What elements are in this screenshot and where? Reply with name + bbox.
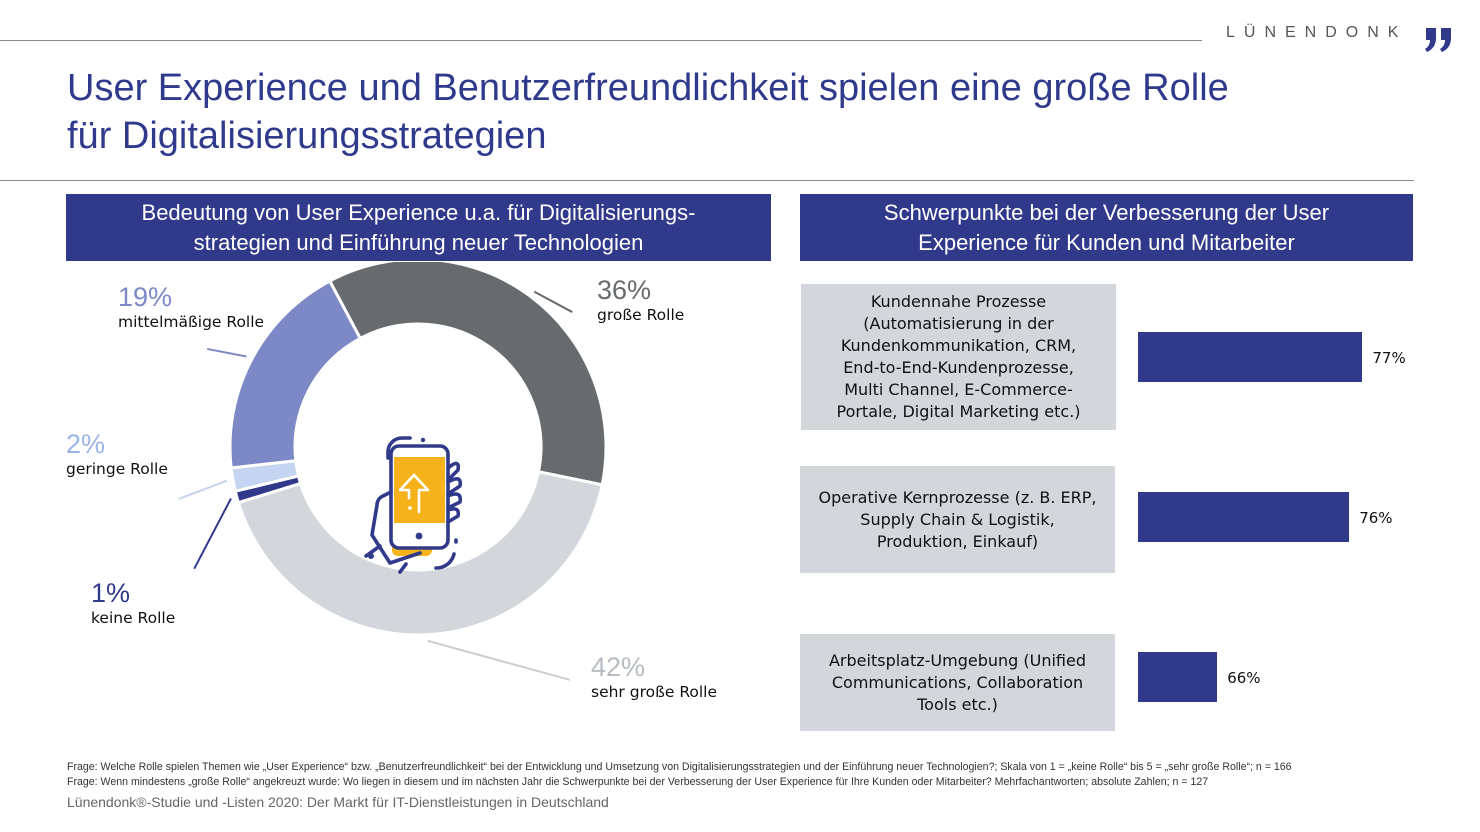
category-box-kundennahe: Kundennahe Prozesse (Automatisierung in d… xyxy=(801,284,1116,430)
slice-pct-sehr-grosse: 42% xyxy=(591,652,646,682)
right-heading-line2: Experience für Kunden und Mitarbeiter xyxy=(918,229,1295,255)
donut-slice-grosse xyxy=(327,262,608,487)
category-line: Supply Chain & Logistik, xyxy=(860,509,1055,529)
slice-pct-mittelmaessige: 19% xyxy=(118,282,173,312)
slice-text-keine: keine Rolle xyxy=(91,609,176,627)
source-note: Lünendonk®-Studie und -Listen 2020: Der … xyxy=(67,794,609,810)
header-rule xyxy=(0,40,1202,41)
right-heading-line1: Schwerpunkte bei der Verbesserung der Us… xyxy=(883,199,1330,225)
slice-label-sehr-grosse: 42% sehr große Rolle xyxy=(591,652,717,702)
leader-line-geringe xyxy=(178,479,228,500)
hand-holding-smartphone-upload-icon xyxy=(364,436,463,574)
category-line: Kundenkommunikation, CRM, xyxy=(840,336,1077,355)
footnote-question-1: Frage: Welche Rolle spielen Themen wie „… xyxy=(67,761,1292,773)
page-title-line2: für Digitalisierungsstrategien xyxy=(67,115,547,157)
donut-chart xyxy=(178,262,608,681)
left-heading-line1: Bedeutung von User Experience u.a. für D… xyxy=(141,199,696,225)
quote-mark-logo-icon xyxy=(1425,28,1451,52)
slice-pct-geringe: 2% xyxy=(66,429,106,459)
slice-pct-grosse: 36% xyxy=(597,275,652,305)
slice-pct-keine: 1% xyxy=(91,578,131,608)
slice-label-mittelmaessige: 19% mittelmäßige Rolle xyxy=(118,282,264,332)
bar-kundennahe xyxy=(1138,332,1363,382)
category-line: Multi Channel, E-Commerce- xyxy=(844,380,1073,399)
category-line: End-to-End-Kundenprozesse, xyxy=(843,358,1074,377)
category-box-arbeitsplatz: Arbeitsplatz-Umgebung (Unified Communicat… xyxy=(800,634,1115,731)
left-heading-line2: strategien und Einführung neuer Technolo… xyxy=(193,229,644,255)
leader-line-keine xyxy=(193,498,232,570)
category-label-arbeitsplatz: Arbeitsplatz-Umgebung (Unified Communicat… xyxy=(829,650,1086,716)
category-line: Operative Kernprozesse (z. B. ERP, xyxy=(818,487,1097,507)
bar-operative xyxy=(1138,492,1350,542)
category-line: Tools etc.) xyxy=(917,694,998,714)
bar-value-operative: 76% xyxy=(1359,509,1393,527)
category-line: Kundennahe Prozesse xyxy=(870,292,1047,311)
footnote-question-2: Frage: Wenn mindestens „große Rolle“ ang… xyxy=(67,776,1209,788)
brand-logo-text: LÜNENDONK xyxy=(1226,24,1408,41)
slice-text-geringe: geringe Rolle xyxy=(66,460,168,478)
slice-text-grosse: große Rolle xyxy=(597,306,685,324)
category-line: Produktion, Einkauf) xyxy=(876,531,1039,551)
slice-label-geringe: 2% geringe Rolle xyxy=(66,429,168,479)
title-rule xyxy=(0,180,1414,181)
left-panel-heading: Bedeutung von User Experience u.a. für D… xyxy=(66,194,771,261)
slice-label-grosse: 36% große Rolle xyxy=(597,275,684,325)
category-line: (Automatisierung in der xyxy=(863,314,1054,333)
donut-slice-sehr-grosse xyxy=(236,469,604,637)
slice-text-mittelmaessige: mittelmäßige Rolle xyxy=(118,313,265,331)
slice-text-sehr-grosse: sehr große Rolle xyxy=(591,683,718,701)
page-title-line1: User Experience und Benutzerfreundlichke… xyxy=(67,67,1229,109)
category-label-operative: Operative Kernprozesse (z. B. ERP, Supply… xyxy=(818,487,1096,553)
category-line: Communications, Collaboration xyxy=(831,672,1084,692)
leader-line-grosse xyxy=(533,290,573,313)
donut-slice-mittelmaessige xyxy=(228,278,363,470)
category-box-operative: Operative Kernprozesse (z. B. ERP, Supply… xyxy=(800,466,1115,573)
bar-value-kundennahe: 77% xyxy=(1372,349,1406,367)
right-panel-heading: Schwerpunkte bei der Verbesserung der Us… xyxy=(800,194,1413,261)
leader-line-mittelmaessige xyxy=(207,347,247,358)
category-line: Portale, Digital Marketing etc.) xyxy=(836,402,1081,421)
category-line: Arbeitsplatz-Umgebung (Unified xyxy=(828,650,1087,670)
leader-line-sehr-grosse xyxy=(427,639,570,681)
bar-value-arbeitsplatz: 66% xyxy=(1227,669,1261,687)
page-title: User Experience und Benutzerfreundlichke… xyxy=(67,64,1407,160)
slice-label-keine: 1% keine Rolle xyxy=(91,578,175,628)
category-label-kundennahe: Kundennahe Prozesse (Automatisierung in d… xyxy=(836,291,1080,423)
bar-arbeitsplatz xyxy=(1138,652,1218,702)
